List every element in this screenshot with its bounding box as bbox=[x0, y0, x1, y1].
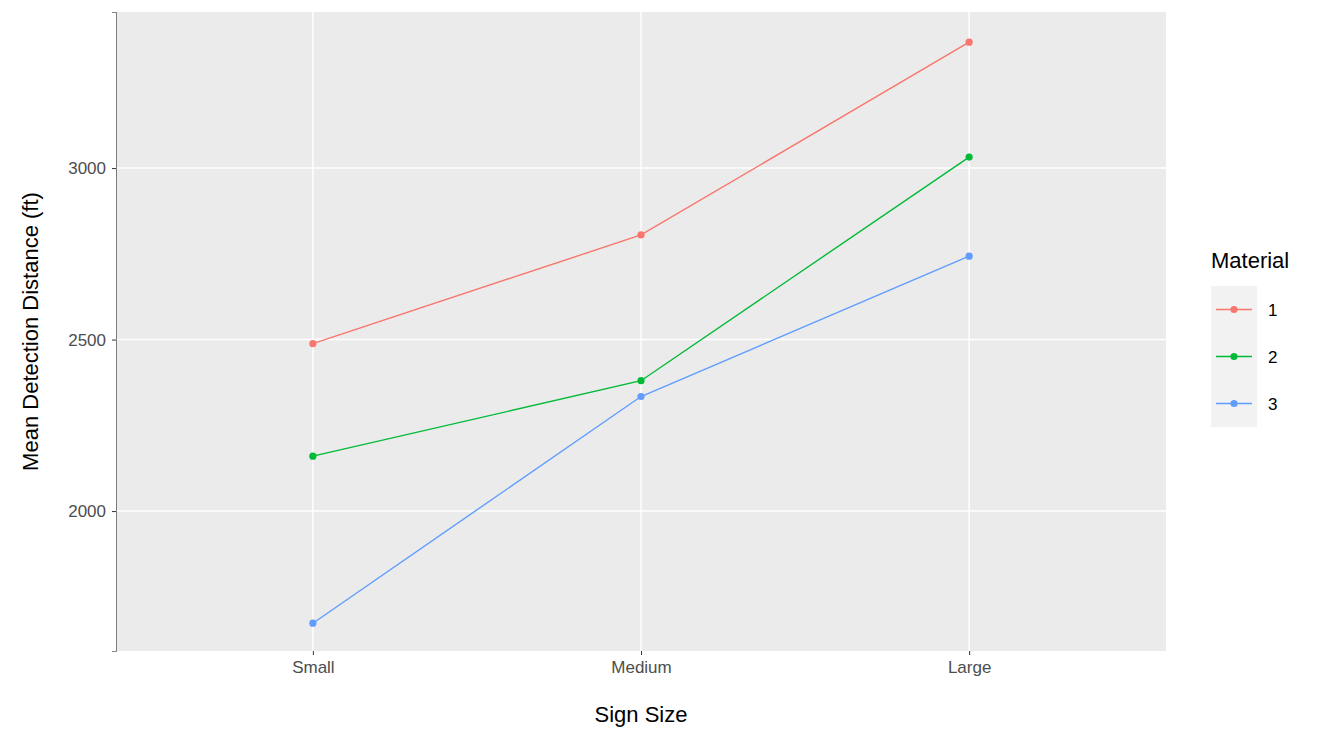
x-axis-title: Sign Size bbox=[595, 702, 688, 727]
x-tick: Medium bbox=[611, 651, 671, 677]
series-line bbox=[313, 157, 969, 456]
y-tick: 2000 bbox=[68, 502, 116, 521]
y-tick-mark bbox=[112, 511, 116, 512]
x-tick: Large bbox=[948, 651, 991, 677]
y-tick-label: 2500 bbox=[68, 331, 106, 350]
legend-key bbox=[1211, 286, 1257, 333]
y-tick-mark bbox=[112, 168, 116, 169]
x-axis: Small Medium Large bbox=[292, 651, 991, 677]
legend-key bbox=[1211, 333, 1257, 380]
series-group bbox=[309, 39, 972, 627]
chart: 2000 2500 3000 Small Medium Large Sign Size Mea… bbox=[0, 0, 1344, 739]
y-tick: 2500 bbox=[68, 331, 116, 350]
legend-label: 3 bbox=[1268, 395, 1277, 414]
y-axis-title: Mean Detection Distance (ft) bbox=[18, 192, 43, 471]
x-tick-mark bbox=[313, 651, 314, 655]
series-point bbox=[966, 253, 973, 260]
series-point bbox=[966, 39, 973, 46]
y-tick: 3000 bbox=[68, 159, 116, 178]
legend-label: 1 bbox=[1268, 301, 1277, 320]
series-point bbox=[637, 231, 644, 238]
series-point bbox=[309, 453, 316, 460]
y-tick-label: 3000 bbox=[68, 159, 106, 178]
x-tick-label: Medium bbox=[611, 658, 671, 677]
legend-key-point bbox=[1230, 306, 1237, 313]
panel-background bbox=[116, 12, 1166, 651]
grid-line bbox=[968, 12, 969, 651]
legend-key-point bbox=[1230, 400, 1237, 407]
series-point bbox=[637, 393, 644, 400]
y-axis-line bbox=[112, 13, 117, 652]
grid-line bbox=[312, 12, 313, 651]
series-point bbox=[966, 153, 973, 160]
series-point bbox=[309, 620, 316, 627]
x-tick-label: Large bbox=[948, 658, 991, 677]
series-point bbox=[309, 340, 316, 347]
x-tick-label: Small bbox=[292, 658, 335, 677]
x-tick-mark bbox=[969, 651, 970, 655]
plot: 2000 2500 3000 Small Medium Large bbox=[68, 12, 1166, 677]
legend: Material 1 2 3 bbox=[1211, 248, 1289, 427]
legend-key-point bbox=[1230, 353, 1237, 360]
legend-entry: 3 bbox=[1211, 380, 1277, 427]
series-point bbox=[637, 377, 644, 384]
y-tick-mark bbox=[112, 340, 116, 341]
x-tick-mark bbox=[641, 651, 642, 655]
legend-label: 2 bbox=[1268, 348, 1277, 367]
grid-line bbox=[640, 12, 641, 651]
series-line bbox=[313, 256, 969, 623]
x-tick: Small bbox=[292, 651, 335, 677]
legend-key bbox=[1211, 380, 1257, 427]
legend-entry: 1 bbox=[1211, 286, 1277, 333]
legend-entry: 2 bbox=[1211, 333, 1277, 380]
y-axis: 2000 2500 3000 bbox=[68, 13, 116, 652]
y-tick-label: 2000 bbox=[68, 502, 106, 521]
legend-title: Material bbox=[1211, 248, 1289, 273]
